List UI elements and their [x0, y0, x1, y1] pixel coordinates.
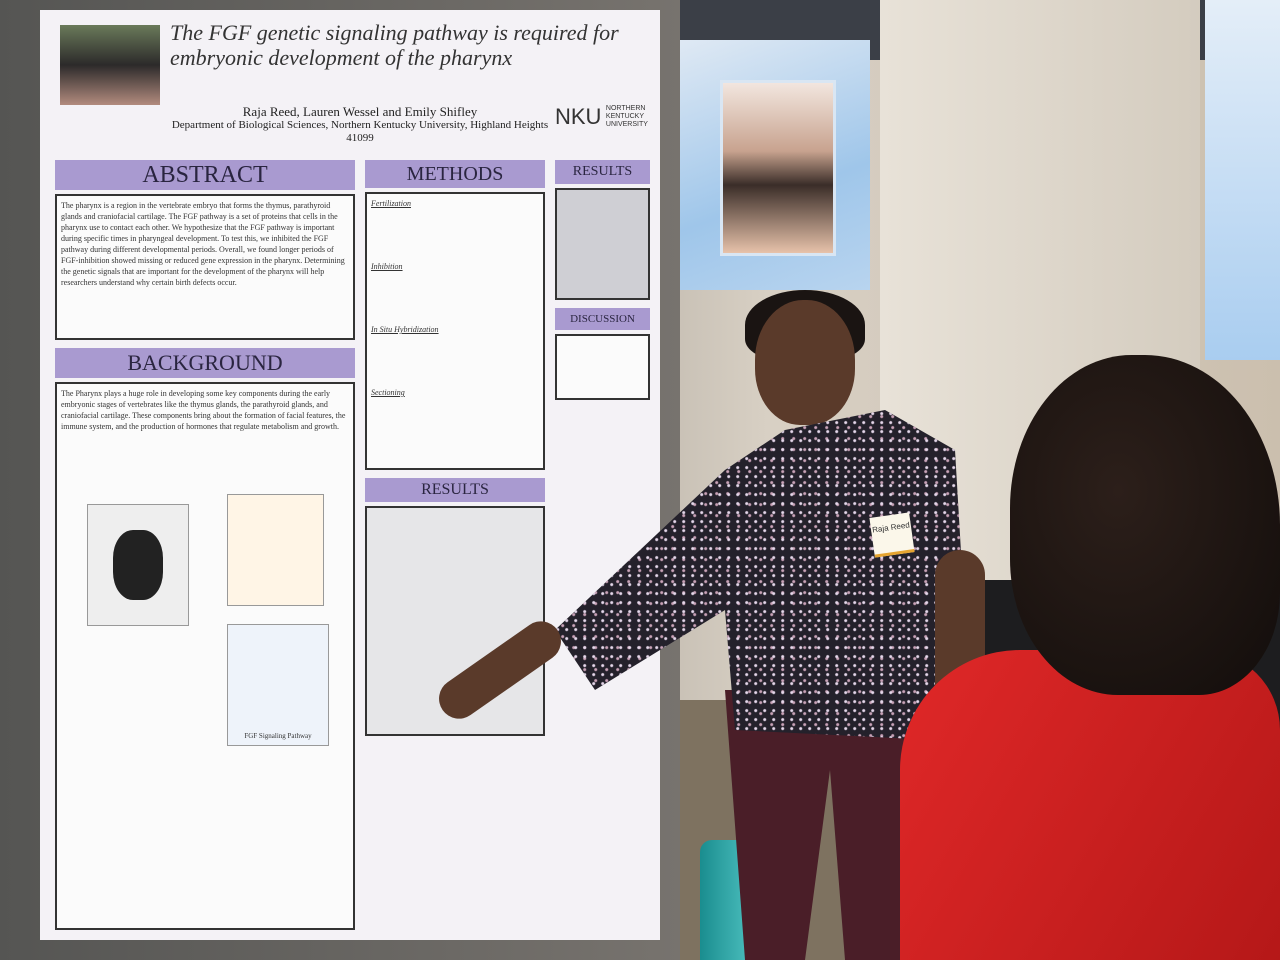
background-paragraph: The Pharynx plays a huge role in develop… — [61, 389, 346, 431]
methods-inhibition: Inhibition — [371, 262, 403, 271]
frog-image — [87, 504, 189, 626]
pharynx-diagram — [227, 494, 324, 606]
team-photo — [60, 25, 160, 105]
methods-sectioning: Sectioning — [371, 388, 405, 397]
methods-in-situ: In Situ Hybridization — [371, 325, 439, 334]
authors: Raja Reed, Lauren Wessel and Emily Shifl… — [242, 104, 478, 119]
results-top-heading: RESULTS — [555, 160, 650, 184]
methods-heading: METHODS — [365, 160, 545, 188]
visitor-red-shirt — [900, 650, 1280, 960]
background-text: The Pharynx plays a huge role in develop… — [55, 382, 355, 930]
methods-fertilization: Fertilization — [371, 199, 411, 208]
poster-authors: Raja Reed, Lauren Wessel and Emily Shifl… — [170, 104, 550, 145]
presenter-face — [755, 300, 855, 425]
figure-caption: FGF Signaling Pathway — [244, 732, 312, 740]
discussion-text — [555, 334, 650, 400]
logo-text: NORTHERN KENTUCKY UNIVERSITY — [605, 105, 648, 128]
discussion-heading: DISCUSSION — [555, 308, 650, 330]
fgf-pathway-diagram: FGF Signaling Pathway — [227, 624, 329, 746]
poster-title: The FGF genetic signaling pathway is req… — [170, 20, 619, 70]
abstract-text: The pharynx is a region in the vertebrat… — [55, 194, 355, 340]
nku-logo: NKU NORTHERN KENTUCKY UNIVERSITY — [555, 104, 655, 130]
results-bottom-heading: RESULTS — [365, 478, 545, 502]
projected-photo — [720, 80, 836, 256]
background-heading: BACKGROUND — [55, 348, 355, 378]
name-tag: Raja Reed — [869, 512, 915, 558]
results-grid — [555, 188, 650, 300]
affiliation: Department of Biological Sciences, North… — [171, 119, 549, 144]
logo-mark: NKU — [555, 104, 602, 129]
abstract-heading: ABSTRACT — [55, 160, 355, 190]
second-projector-screen — [1205, 0, 1280, 360]
visitor-hair — [1010, 355, 1280, 695]
methods-text: Fertilization Inhibition In Situ Hybridi… — [365, 192, 545, 470]
